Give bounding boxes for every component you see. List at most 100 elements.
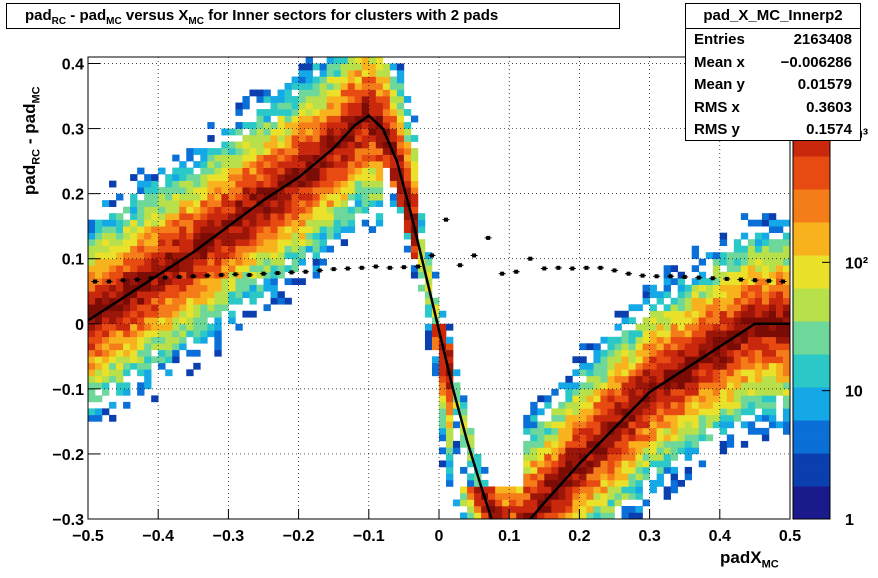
heatmap-cell bbox=[228, 141, 236, 149]
heatmap-cell bbox=[593, 356, 601, 364]
heatmap-cell bbox=[305, 206, 313, 214]
heatmap-cell bbox=[607, 479, 615, 487]
heatmap-cell bbox=[761, 395, 770, 403]
heatmap-cell bbox=[719, 362, 728, 370]
heatmap-cell bbox=[656, 427, 664, 435]
heatmap-cell bbox=[726, 356, 735, 364]
heatmap-cell bbox=[719, 252, 728, 260]
heatmap-cell bbox=[600, 401, 608, 409]
heatmap-cell bbox=[207, 167, 215, 175]
heatmap-cell bbox=[116, 388, 124, 396]
heatmap-cell bbox=[263, 109, 271, 116]
heatmap-cell bbox=[691, 336, 700, 344]
colorbar-segment bbox=[793, 288, 830, 297]
heatmap-cell bbox=[389, 154, 398, 162]
heatmap-cell bbox=[158, 284, 166, 292]
heatmap-cell bbox=[375, 135, 384, 142]
heatmap-cell bbox=[333, 180, 342, 188]
heatmap-cell bbox=[116, 317, 124, 325]
heatmap-cell bbox=[284, 135, 292, 142]
colorbar-segment bbox=[793, 403, 830, 413]
heatmap-cell bbox=[656, 479, 664, 487]
heatmap-cell bbox=[158, 167, 166, 175]
heatmap-cell bbox=[354, 148, 363, 155]
y-tick-label: 0.4 bbox=[62, 57, 84, 74]
heatmap-cell bbox=[256, 226, 264, 233]
heatmap-cell bbox=[270, 180, 278, 188]
heatmap-cell bbox=[719, 310, 728, 318]
heatmap-cell bbox=[116, 271, 124, 279]
heatmap-cell bbox=[768, 297, 777, 305]
x-tick-label: 0.1 bbox=[498, 528, 520, 545]
heatmap-cell bbox=[284, 161, 292, 168]
heatmap-cell bbox=[502, 486, 510, 494]
heatmap-cell bbox=[677, 336, 685, 344]
heatmap-cell bbox=[768, 388, 777, 396]
heatmap-cell bbox=[207, 323, 215, 331]
heatmap-cell bbox=[684, 408, 693, 416]
heatmap-cell bbox=[214, 304, 222, 312]
heatmap-cell bbox=[193, 258, 201, 266]
heatmap-cell bbox=[768, 343, 777, 351]
heatmap-cell bbox=[656, 388, 664, 396]
heatmap-cell bbox=[151, 213, 159, 220]
heatmap-cell bbox=[537, 434, 545, 442]
heatmap-cell bbox=[614, 486, 622, 494]
heatmap-cell bbox=[621, 349, 629, 357]
heatmap-cell bbox=[607, 382, 615, 390]
heatmap-cell bbox=[354, 63, 363, 71]
heatmap-cell bbox=[347, 89, 356, 97]
heatmap-cell bbox=[614, 447, 622, 455]
heatmap-cell bbox=[775, 291, 784, 299]
heatmap-cell bbox=[256, 174, 264, 181]
heatmap-cell bbox=[579, 453, 587, 461]
heatmap-cell bbox=[130, 330, 138, 338]
heatmap-cell bbox=[186, 317, 194, 325]
heatmap-cell bbox=[130, 239, 138, 247]
heatmap-cell bbox=[200, 310, 208, 318]
heatmap-cell bbox=[579, 395, 587, 403]
heatmap-cell bbox=[347, 57, 356, 64]
heatmap-cell bbox=[326, 122, 334, 129]
heatmap-cell bbox=[207, 219, 215, 227]
heatmap-cell bbox=[474, 486, 482, 494]
heatmap-cell bbox=[670, 395, 678, 403]
heatmap-cell bbox=[151, 297, 159, 305]
heatmap-cell bbox=[270, 206, 278, 214]
fit-curve bbox=[88, 114, 790, 519]
heatmap-cell bbox=[523, 421, 531, 429]
heatmap-cell bbox=[642, 362, 650, 370]
heatmap-cell bbox=[677, 297, 685, 305]
heatmap-cell bbox=[340, 109, 349, 116]
heatmap-cell bbox=[228, 317, 236, 325]
heatmap-cell bbox=[663, 369, 671, 377]
heatmap-cell bbox=[200, 278, 208, 286]
heatmap-cell bbox=[193, 304, 201, 312]
heatmap-cell bbox=[319, 239, 327, 247]
heatmap-cell bbox=[95, 278, 103, 286]
heatmap-cell bbox=[130, 336, 138, 344]
heatmap-cell bbox=[705, 388, 714, 396]
heatmap-cell bbox=[523, 440, 531, 448]
heatmap-cell bbox=[186, 349, 194, 357]
heatmap-cell bbox=[347, 167, 356, 175]
heatmap-cell bbox=[488, 492, 496, 500]
heatmap-cell bbox=[137, 356, 145, 364]
heatmap-cell bbox=[186, 278, 194, 286]
heatmap-cell bbox=[698, 388, 707, 396]
heatmap-cell bbox=[614, 395, 622, 403]
heatmap-cell bbox=[663, 343, 671, 351]
heatmap-cell bbox=[214, 193, 222, 201]
heatmap-cell bbox=[193, 239, 201, 247]
heatmap-cell bbox=[333, 135, 342, 142]
heatmap-cell bbox=[712, 284, 721, 292]
heatmap-cell bbox=[467, 440, 475, 448]
heatmap-cell bbox=[319, 219, 327, 227]
heatmap-cell bbox=[228, 258, 236, 266]
heatmap-cell bbox=[396, 70, 405, 77]
heatmap-cell bbox=[782, 362, 791, 370]
heatmap-cell bbox=[424, 297, 433, 305]
heatmap-cell bbox=[214, 343, 222, 351]
heatmap-cell bbox=[221, 180, 229, 188]
heatmap-cell bbox=[586, 362, 594, 370]
